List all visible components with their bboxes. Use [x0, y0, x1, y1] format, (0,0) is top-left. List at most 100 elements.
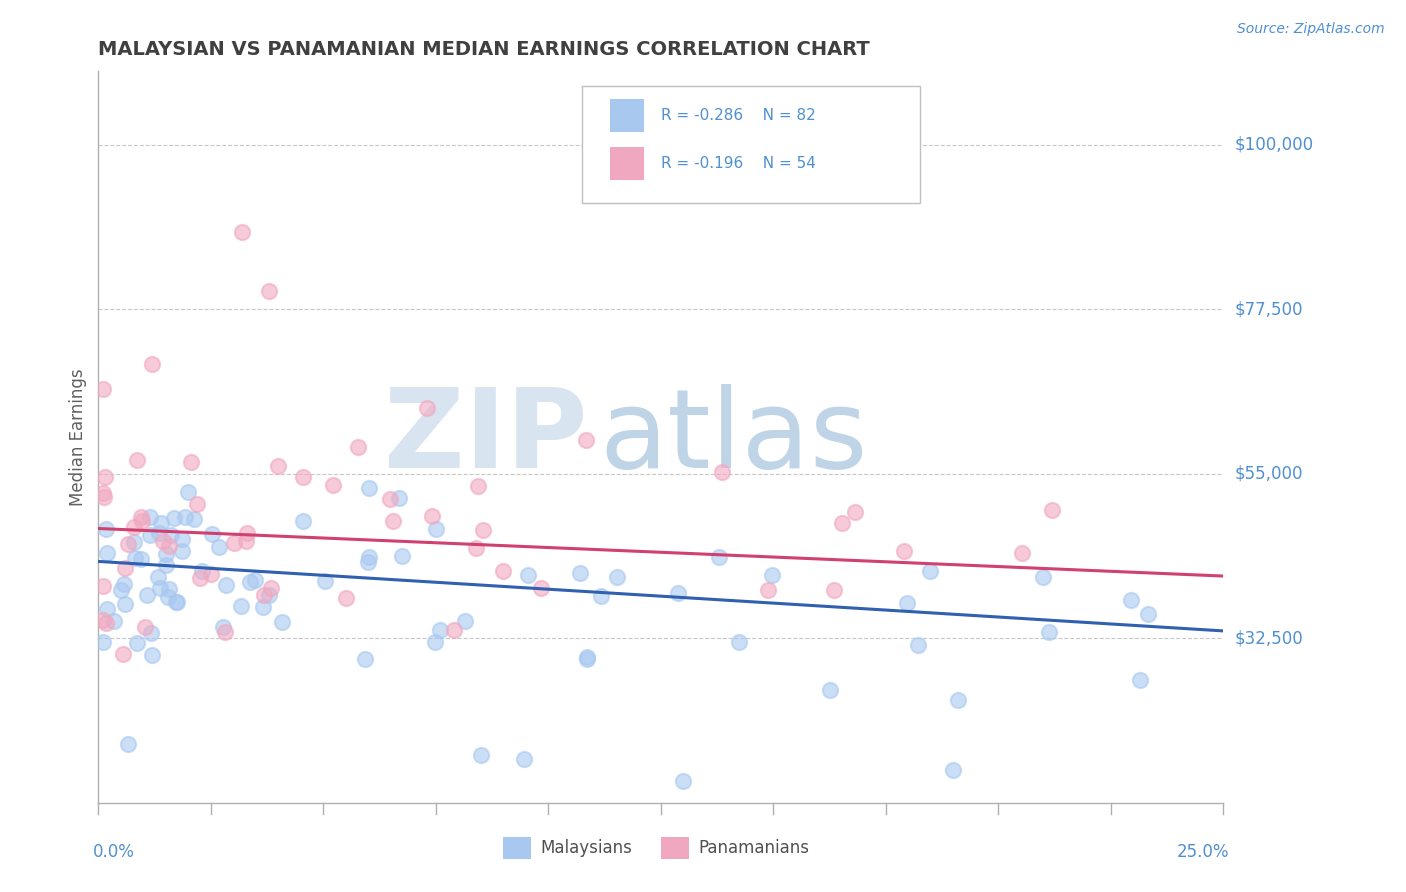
Point [516, 567, 538, 582]
Point [235, 534, 257, 549]
Point [112, 577, 135, 591]
Point [357, 481, 380, 495]
Point [378, 491, 401, 506]
Point [149, 516, 172, 530]
Point [141, 357, 163, 371]
Point [139, 528, 162, 542]
Bar [610, 147, 644, 180]
Point [1040, 503, 1063, 517]
Point [152, 534, 174, 549]
Point [574, 433, 596, 447]
Point [94, 522, 117, 536]
Text: $32,500: $32,500 [1234, 629, 1303, 648]
Point [103, 614, 125, 628]
Point [1038, 625, 1060, 640]
Point [946, 693, 969, 707]
Point [110, 582, 132, 597]
Point [129, 552, 152, 566]
Point [259, 582, 281, 596]
Point [157, 582, 180, 596]
Text: R = -0.286    N = 82: R = -0.286 N = 82 [661, 108, 815, 123]
Point [270, 615, 292, 629]
Point [243, 573, 266, 587]
Point [96, 546, 118, 560]
Point [918, 564, 941, 578]
Point [1129, 673, 1152, 688]
Point [129, 509, 152, 524]
Point [200, 566, 222, 581]
Text: MALAYSIAN VS PANAMANIAN MEDIAN EARNINGS CORRELATION CHART: MALAYSIAN VS PANAMANIAN MEDIAN EARNINGS … [98, 39, 870, 59]
Point [606, 569, 628, 583]
Point [148, 570, 170, 584]
Point [186, 498, 208, 512]
Point [124, 550, 146, 565]
Point [576, 652, 599, 666]
Text: 0.0%: 0.0% [93, 843, 135, 861]
Point [831, 516, 853, 531]
Point [149, 581, 172, 595]
Text: Source: ZipAtlas.com: Source: ZipAtlas.com [1237, 22, 1385, 37]
Text: 25.0%: 25.0% [1177, 843, 1229, 861]
Point [96, 602, 118, 616]
Point [148, 526, 170, 541]
Point [893, 543, 915, 558]
Point [114, 561, 136, 575]
Point [1121, 592, 1143, 607]
Bar [610, 99, 644, 132]
Point [188, 571, 211, 585]
Point [139, 626, 162, 640]
Point [122, 519, 145, 533]
Point [215, 578, 238, 592]
Point [666, 586, 689, 600]
Point [472, 524, 495, 538]
Point [1011, 546, 1033, 560]
FancyBboxPatch shape [582, 86, 920, 203]
Point [93, 490, 115, 504]
Point [711, 466, 734, 480]
Point [335, 591, 357, 605]
Point [91, 635, 114, 649]
Point [382, 514, 405, 528]
Point [156, 590, 179, 604]
Point [357, 550, 380, 565]
Point [314, 574, 336, 589]
Point [239, 575, 262, 590]
Point [231, 225, 253, 239]
Point [131, 514, 153, 528]
Point [122, 535, 145, 549]
Point [589, 590, 612, 604]
Point [117, 536, 139, 550]
Point [454, 614, 477, 628]
Point [1032, 570, 1054, 584]
Point [465, 541, 488, 555]
Point [91, 382, 114, 396]
Point [257, 588, 280, 602]
Point [357, 555, 380, 569]
Point [907, 638, 929, 652]
Point [200, 527, 222, 541]
Point [292, 514, 315, 528]
Point [709, 549, 731, 564]
Point [252, 600, 274, 615]
Point [1137, 607, 1160, 621]
Point [224, 536, 246, 550]
Point [183, 511, 205, 525]
Point [208, 540, 231, 554]
Point [422, 508, 444, 523]
Point [259, 284, 281, 298]
Text: Panamanians: Panamanians [697, 839, 808, 857]
Point [492, 564, 515, 578]
Point [160, 528, 183, 542]
Point [761, 568, 783, 582]
Point [91, 486, 114, 500]
Point [513, 752, 536, 766]
Point [141, 648, 163, 662]
Point [163, 511, 186, 525]
Point [569, 566, 592, 581]
Point [166, 595, 188, 609]
Text: ZIP: ZIP [384, 384, 588, 491]
Bar [503, 838, 531, 859]
Point [155, 547, 177, 561]
Point [96, 616, 118, 631]
Point [117, 737, 139, 751]
